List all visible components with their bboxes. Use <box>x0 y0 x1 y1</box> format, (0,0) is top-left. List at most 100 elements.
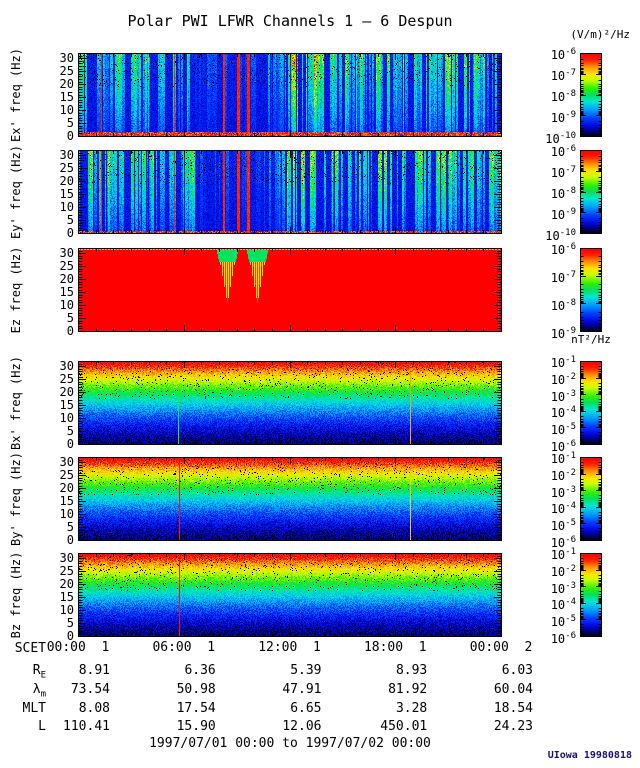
colorbar-exponent: -3 <box>565 484 576 495</box>
colorbar-base: 10 <box>550 372 566 387</box>
scet-day: 1 <box>207 640 216 655</box>
colorbar-base: 10 <box>550 111 566 125</box>
colorbar-exponent: -10 <box>559 228 576 238</box>
bx-ytick-25: 25 <box>59 372 74 387</box>
ex-ytick-0: 0 <box>66 129 74 143</box>
by-ytick-0: 0 <box>66 533 74 547</box>
ez-colorbar-tick--9: 10-9 <box>506 324 576 342</box>
by-colorbar-tick--6: 10-6 <box>506 533 576 551</box>
colorbar-base: 10 <box>550 90 566 104</box>
row-label-sub: E <box>40 670 46 681</box>
bx-spectrogram-canvas <box>78 361 502 445</box>
ey-colorbar-tick--10: 10-10 <box>506 226 576 244</box>
electric-units-label: (V/m)²/Hz <box>570 28 630 41</box>
colorbar-exponent: -4 <box>565 597 576 608</box>
bx-yaxis-label: Bx' freq (Hz) <box>9 356 23 450</box>
by-ytick-5: 5 <box>66 520 74 535</box>
row-label-base: R <box>32 663 41 678</box>
ez-ytick-15: 15 <box>59 285 74 300</box>
colorbar-exponent: -6 <box>565 47 576 57</box>
bx-colorbar-tick--3: 10-3 <box>506 387 576 405</box>
ephemeris-value-r0-c2: 5.39 <box>290 663 322 678</box>
ephemeris-row-label-1: λm <box>0 682 46 703</box>
ey-colorbar-tick--8: 10-8 <box>506 184 576 202</box>
bz-colorbar-tick--1: 10-1 <box>506 545 576 563</box>
colorbar-base: 10 <box>550 208 566 222</box>
ephemeris-value-r3-c4: 24.23 <box>493 719 533 734</box>
colorbar-exponent: -8 <box>565 89 576 99</box>
colorbar-exponent: -3 <box>565 388 576 399</box>
ex-colorbar-tick--9: 10-9 <box>506 108 576 126</box>
scet-tick-3: 18:00 1 <box>357 641 433 655</box>
ey-colorbar-tick--6: 10-6 <box>506 142 576 160</box>
colorbar-base: 10 <box>550 423 566 438</box>
ez-colorbar-tick--7: 10-7 <box>506 268 576 286</box>
ex-yaxis-label: Ex' freq (Hz) <box>9 48 23 142</box>
magnetic-units-label: nT²/Hz <box>571 333 611 346</box>
colorbar-exponent: -7 <box>565 165 576 175</box>
ex-colorbar <box>580 53 602 137</box>
colorbar-base: 10 <box>550 145 566 159</box>
colorbar-base: 10 <box>550 548 566 562</box>
scet-tick-0: 00:00 1 <box>40 641 116 655</box>
colorbar-base: 10 <box>550 615 566 630</box>
colorbar-base: 10 <box>550 468 566 483</box>
bz-spectrogram-canvas <box>78 553 502 637</box>
bz-colorbar-tick--5: 10-5 <box>506 612 576 630</box>
ex-spectrogram-canvas <box>78 53 502 137</box>
ephemeris-value-r3-c3: 450.01 <box>380 719 428 734</box>
colorbar-base: 10 <box>550 69 566 83</box>
ex-colorbar-tick--6: 10-6 <box>506 45 576 63</box>
bx-colorbar-tick--5: 10-5 <box>506 420 576 438</box>
colorbar-exponent: -8 <box>565 186 576 196</box>
colorbar-exponent: -9 <box>565 110 576 120</box>
ey-ytick-30: 30 <box>59 148 74 163</box>
scet-time: 12:00 <box>258 640 298 655</box>
ephemeris-value-r0-c4: 6.03 <box>501 663 533 678</box>
ex-ytick-15: 15 <box>59 90 74 105</box>
by-ytick-10: 10 <box>59 507 74 522</box>
bx-ytick-20: 20 <box>59 385 74 400</box>
bz-ytick-30: 30 <box>59 551 74 566</box>
bx-ytick-30: 30 <box>59 359 74 374</box>
ez-ytick-20: 20 <box>59 272 74 287</box>
colorbar-base: 10 <box>550 485 566 500</box>
ez-ytick-30: 30 <box>59 246 74 261</box>
by-ytick-25: 25 <box>59 468 74 483</box>
ey-spectrogram-canvas <box>78 150 502 234</box>
ex-colorbar-tick--10: 10-10 <box>506 129 576 147</box>
ephemeris-value-r3-c2: 12.06 <box>282 719 322 734</box>
bz-ytick-10: 10 <box>59 603 74 618</box>
bz-yaxis-label: Bz freq (Hz) <box>9 551 23 639</box>
ez-yaxis-label: Ez freq (Hz) <box>9 246 23 334</box>
bx-colorbar <box>580 361 602 445</box>
colorbar-base: 10 <box>550 299 566 313</box>
colorbar-base: 10 <box>550 243 566 257</box>
colorbar-base: 10 <box>550 187 566 201</box>
row-label-sub: m <box>40 689 46 700</box>
ephemeris-value-r0-c1: 6.36 <box>184 663 216 678</box>
colorbar-base: 10 <box>550 598 566 613</box>
by-colorbar-tick--2: 10-2 <box>506 466 576 484</box>
colorbar-exponent: -6 <box>565 535 576 545</box>
ex-ytick-5: 5 <box>66 116 74 131</box>
colorbar-exponent: -5 <box>565 614 576 625</box>
ephemeris-value-r3-c0: 110.41 <box>63 719 110 734</box>
bx-colorbar-tick--2: 10-2 <box>506 370 576 388</box>
colorbar-base: 10 <box>550 632 566 646</box>
ephemeris-row-label-2: MLT <box>0 701 46 716</box>
ephemeris-value-r2-c3: 3.28 <box>395 701 428 716</box>
by-ytick-20: 20 <box>59 481 74 496</box>
bx-colorbar-tick--6: 10-6 <box>506 437 576 455</box>
ephemeris-row-label-0: RE <box>0 663 46 684</box>
by-yaxis-label: By' freq (Hz) <box>9 452 23 546</box>
row-label-base: MLT <box>22 701 46 716</box>
ez-ytick-25: 25 <box>59 259 74 274</box>
ephemeris-value-r1-c3: 81.92 <box>388 682 428 697</box>
colorbar-base: 10 <box>550 502 566 517</box>
by-colorbar-tick--4: 10-4 <box>506 499 576 517</box>
colorbar-base: 10 <box>550 48 566 62</box>
credit-label: UIowa 19980818 <box>547 750 632 761</box>
colorbar-base: 10 <box>550 519 566 534</box>
ex-ytick-30: 30 <box>59 51 74 66</box>
